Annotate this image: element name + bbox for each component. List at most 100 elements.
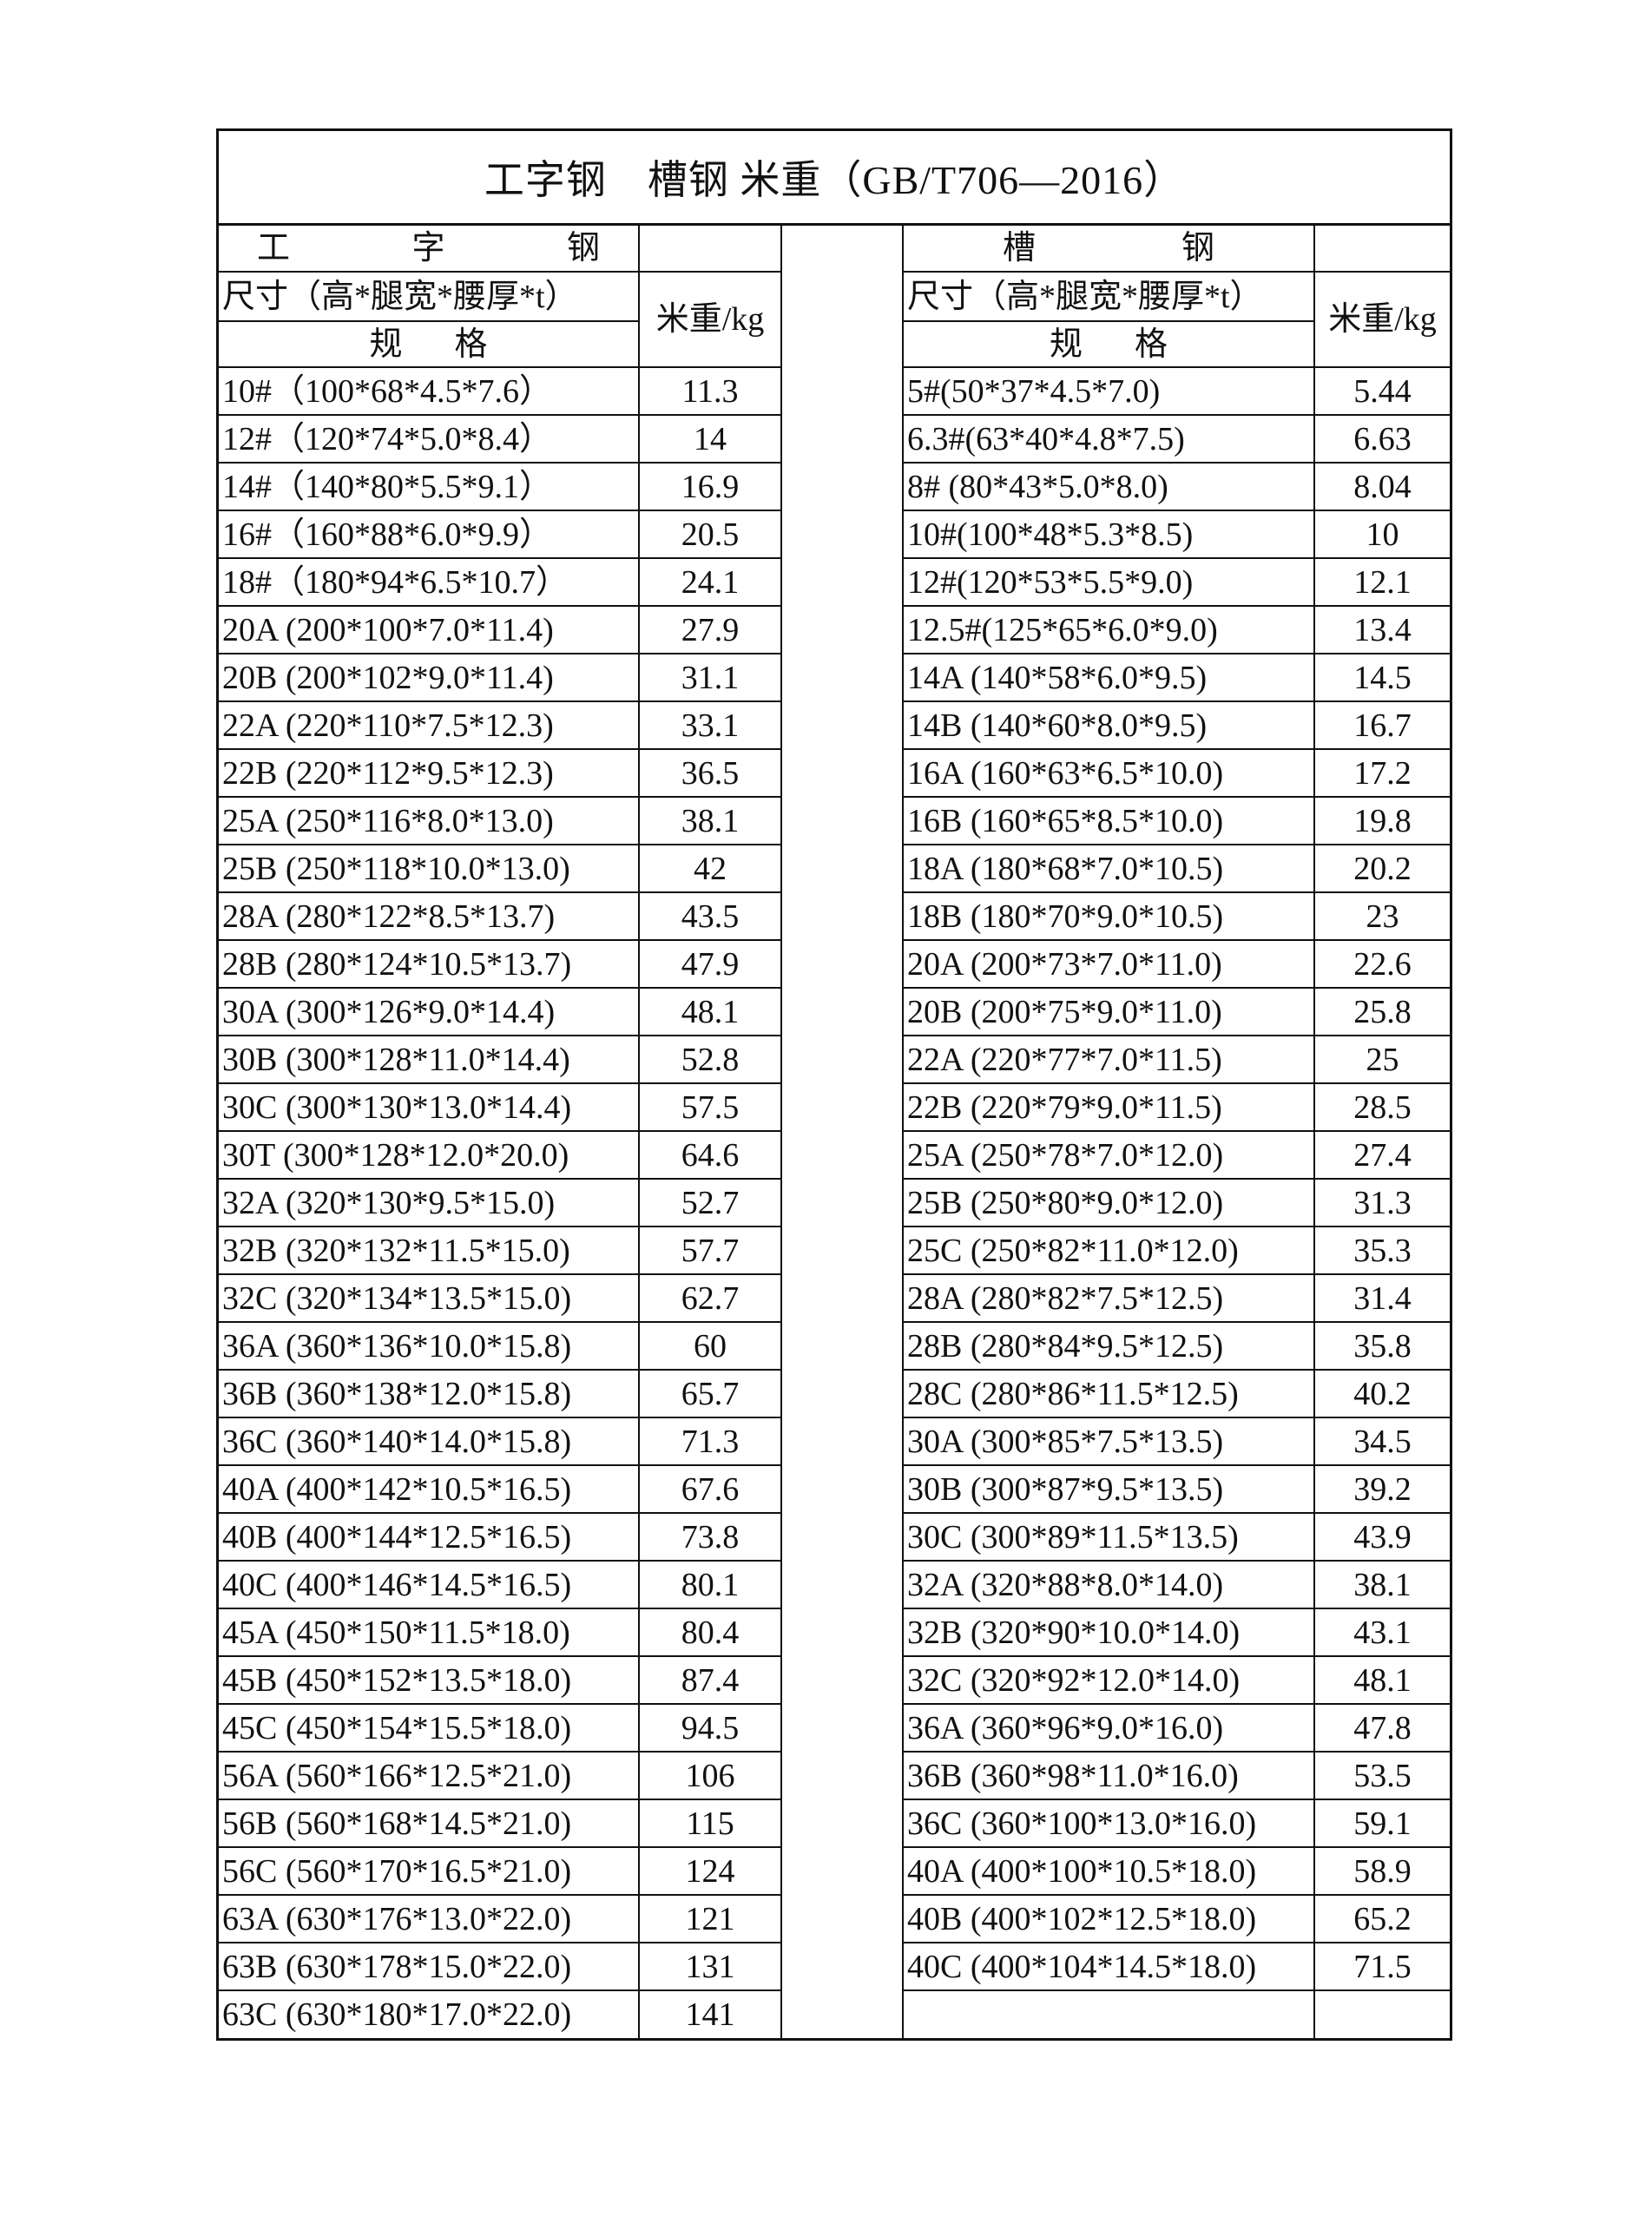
i-beam-weight: 47.9	[638, 939, 782, 989]
i-beam-weight: 64.6	[638, 1130, 782, 1180]
i-beam-weight: 20.5	[638, 510, 782, 559]
table-row: 32C (320*134*13.5*15.0) 62.7 28A (280*82*7…	[219, 1273, 1450, 1323]
table-row: 63C (630*180*17.0*22.0) 141	[219, 1989, 1450, 2038]
channel-spec: 6.3#(63*40*4.8*7.5)	[902, 414, 1315, 464]
i-beam-spec: 30A (300*126*9.0*14.4)	[219, 987, 640, 1036]
channel-spec: 16A (160*63*6.5*10.0)	[902, 748, 1315, 798]
i-beam-weight: 141	[638, 1989, 782, 2038]
i-beam-weight: 48.1	[638, 987, 782, 1036]
table-row: 36A (360*136*10.0*15.8) 60 28B (280*84*9.5…	[219, 1321, 1450, 1371]
channel-spec: 28A (280*82*7.5*12.5)	[902, 1273, 1315, 1323]
channel-weight: 28.5	[1313, 1082, 1450, 1132]
i-beam-header: 工字钢	[219, 226, 640, 273]
channel-spec: 32C (320*92*12.0*14.0)	[902, 1655, 1315, 1705]
i-beam-weight: 65.7	[638, 1369, 782, 1418]
i-beam-spec: 28B (280*124*10.5*13.7)	[219, 939, 640, 989]
channel-weight: 58.9	[1313, 1846, 1450, 1896]
i-beam-header-char: 工	[257, 230, 291, 266]
table-row: 56C (560*170*16.5*21.0) 124 40A (400*100*1…	[219, 1846, 1450, 1896]
channel-weight: 10	[1313, 510, 1450, 559]
channel-spec: 32B (320*90*10.0*14.0)	[902, 1608, 1315, 1657]
table-row: 40B (400*144*12.5*16.5) 73.8 30C (300*89*1…	[219, 1512, 1450, 1562]
channel-size-label: 尺寸（高*腿宽*腰厚*t）	[902, 271, 1315, 322]
i-beam-spec: 56A (560*166*12.5*21.0)	[219, 1751, 640, 1800]
i-beam-spec: 32B (320*132*11.5*15.0)	[219, 1226, 640, 1275]
channel-weight: 39.2	[1313, 1464, 1450, 1514]
i-beam-weight: 60	[638, 1321, 782, 1371]
channel-spec: 10#(100*48*5.3*8.5)	[902, 510, 1315, 559]
i-beam-spec: 36A (360*136*10.0*15.8)	[219, 1321, 640, 1371]
channel-weight: 14.5	[1313, 653, 1450, 702]
table-row: 36B (360*138*12.0*15.8) 65.7 28C (280*86*1…	[219, 1369, 1450, 1418]
i-beam-spec: 45B (450*152*13.5*18.0)	[219, 1655, 640, 1705]
table-row: 56B (560*168*14.5*21.0) 115 36C (360*100*1…	[219, 1799, 1450, 1848]
channel-weight-label: 米重/kg	[1313, 271, 1450, 368]
channel-weight: 13.4	[1313, 605, 1450, 654]
i-beam-spec: 30C (300*130*13.0*14.4)	[219, 1082, 640, 1132]
channel-spec: 22B (220*79*9.0*11.5)	[902, 1082, 1315, 1132]
table-row: 22A (220*110*7.5*12.3) 33.1 14B (140*60*8.…	[219, 700, 1450, 750]
i-beam-weight: 24.1	[638, 557, 782, 607]
channel-weight: 17.2	[1313, 748, 1450, 798]
spec-label-char: 规	[1049, 326, 1083, 363]
channel-weight: 65.2	[1313, 1894, 1450, 1943]
table-row: 28A (280*122*8.5*13.7) 43.5 18B (180*70*9.…	[219, 891, 1450, 941]
i-beam-weight: 94.5	[638, 1703, 782, 1753]
i-beam-weight: 14	[638, 414, 782, 464]
i-beam-weight: 131	[638, 1942, 782, 1991]
channel-weight	[1313, 1989, 1450, 2038]
channel-spec: 18B (180*70*9.0*10.5)	[902, 891, 1315, 941]
weight-grid: 工字钢 槽钢 尺寸（高*腿宽*腰厚*t） 米重/kg 尺寸（高*腿宽*腰厚*t）…	[219, 226, 1450, 2038]
i-beam-weight: 106	[638, 1751, 782, 1800]
table-row: 45A (450*150*11.5*18.0) 80.4 32B (320*90*1…	[219, 1608, 1450, 1657]
i-beam-weight: 124	[638, 1846, 782, 1896]
spec-label-char: 格	[454, 326, 488, 363]
steel-weight-table: 工字钢 槽钢 米重（GB/T706—2016） 工字钢 槽钢 尺寸（高*腿宽*腰…	[216, 128, 1452, 2041]
i-beam-weight: 57.5	[638, 1082, 782, 1132]
spec-label-char: 规	[369, 326, 403, 363]
document-title: 工字钢 槽钢 米重（GB/T706—2016）	[219, 131, 1450, 226]
channel-spec: 20A (200*73*7.0*11.0)	[902, 939, 1315, 989]
i-beam-spec: 18#（180*94*6.5*10.7）	[219, 557, 640, 607]
channel-weight: 35.8	[1313, 1321, 1450, 1371]
i-beam-spec: 28A (280*122*8.5*13.7)	[219, 891, 640, 941]
channel-weight: 8.04	[1313, 462, 1450, 511]
i-beam-size-label: 尺寸（高*腿宽*腰厚*t）	[219, 271, 640, 322]
i-beam-spec: 40C (400*146*14.5*16.5)	[219, 1560, 640, 1609]
table-row: 30B (300*128*11.0*14.4) 52.8 22A (220*77*7…	[219, 1035, 1450, 1084]
table-row: 20B (200*102*9.0*11.4) 31.1 14A (140*58*6.…	[219, 653, 1450, 702]
table-row: 30A (300*126*9.0*14.4) 48.1 20B (200*75*9.…	[219, 987, 1450, 1036]
channel-spec: 40A (400*100*10.5*18.0)	[902, 1846, 1315, 1896]
channel-spec: 8# (80*43*5.0*8.0)	[902, 462, 1315, 511]
i-beam-weight: 73.8	[638, 1512, 782, 1562]
i-beam-weight: 67.6	[638, 1464, 782, 1514]
channel-weight: 27.4	[1313, 1130, 1450, 1180]
channel-weight: 16.7	[1313, 700, 1450, 750]
table-row: 20A (200*100*7.0*11.4) 27.9 12.5#(125*65*6…	[219, 605, 1450, 654]
i-beam-spec: 40B (400*144*12.5*16.5)	[219, 1512, 640, 1562]
channel-weight: 43.1	[1313, 1608, 1450, 1657]
i-beam-weight: 87.4	[638, 1655, 782, 1705]
channel-spec: 28B (280*84*9.5*12.5)	[902, 1321, 1315, 1371]
channel-spec: 36B (360*98*11.0*16.0)	[902, 1751, 1315, 1800]
channel-header: 槽钢	[902, 226, 1315, 273]
i-beam-spec: 36B (360*138*12.0*15.8)	[219, 1369, 640, 1418]
channel-weight: 19.8	[1313, 796, 1450, 845]
channel-spec: 30B (300*87*9.5*13.5)	[902, 1464, 1315, 1514]
table-row: 28B (280*124*10.5*13.7) 47.9 20A (200*73*7…	[219, 939, 1450, 989]
i-beam-weight: 62.7	[638, 1273, 782, 1323]
channel-spec: 30C (300*89*11.5*13.5)	[902, 1512, 1315, 1562]
table-row: 40C (400*146*14.5*16.5) 80.1 32A (320*88*8…	[219, 1560, 1450, 1609]
table-row: 32A (320*130*9.5*15.0) 52.7 25B (250*80*9.…	[219, 1178, 1450, 1227]
i-beam-spec: 20A (200*100*7.0*11.4)	[219, 605, 640, 654]
channel-spec: 5#(50*37*4.5*7.0)	[902, 366, 1315, 416]
i-beam-weight: 33.1	[638, 700, 782, 750]
table-row: 12#（120*74*5.0*8.4） 14 6.3#(63*40*4.8*7.5)…	[219, 414, 1450, 464]
table-row: 16#（160*88*6.0*9.9） 20.5 10#(100*48*5.3*8.…	[219, 510, 1450, 559]
i-beam-weight: 11.3	[638, 366, 782, 416]
channel-header-char: 钢	[1181, 230, 1214, 266]
table-row: 10#（100*68*4.5*7.6） 11.3 5#(50*37*4.5*7.0)…	[219, 366, 1450, 416]
i-beam-spec: 45A (450*150*11.5*18.0)	[219, 1608, 640, 1657]
i-beam-spec: 22B (220*112*9.5*12.3)	[219, 748, 640, 798]
channel-weight: 25	[1313, 1035, 1450, 1084]
